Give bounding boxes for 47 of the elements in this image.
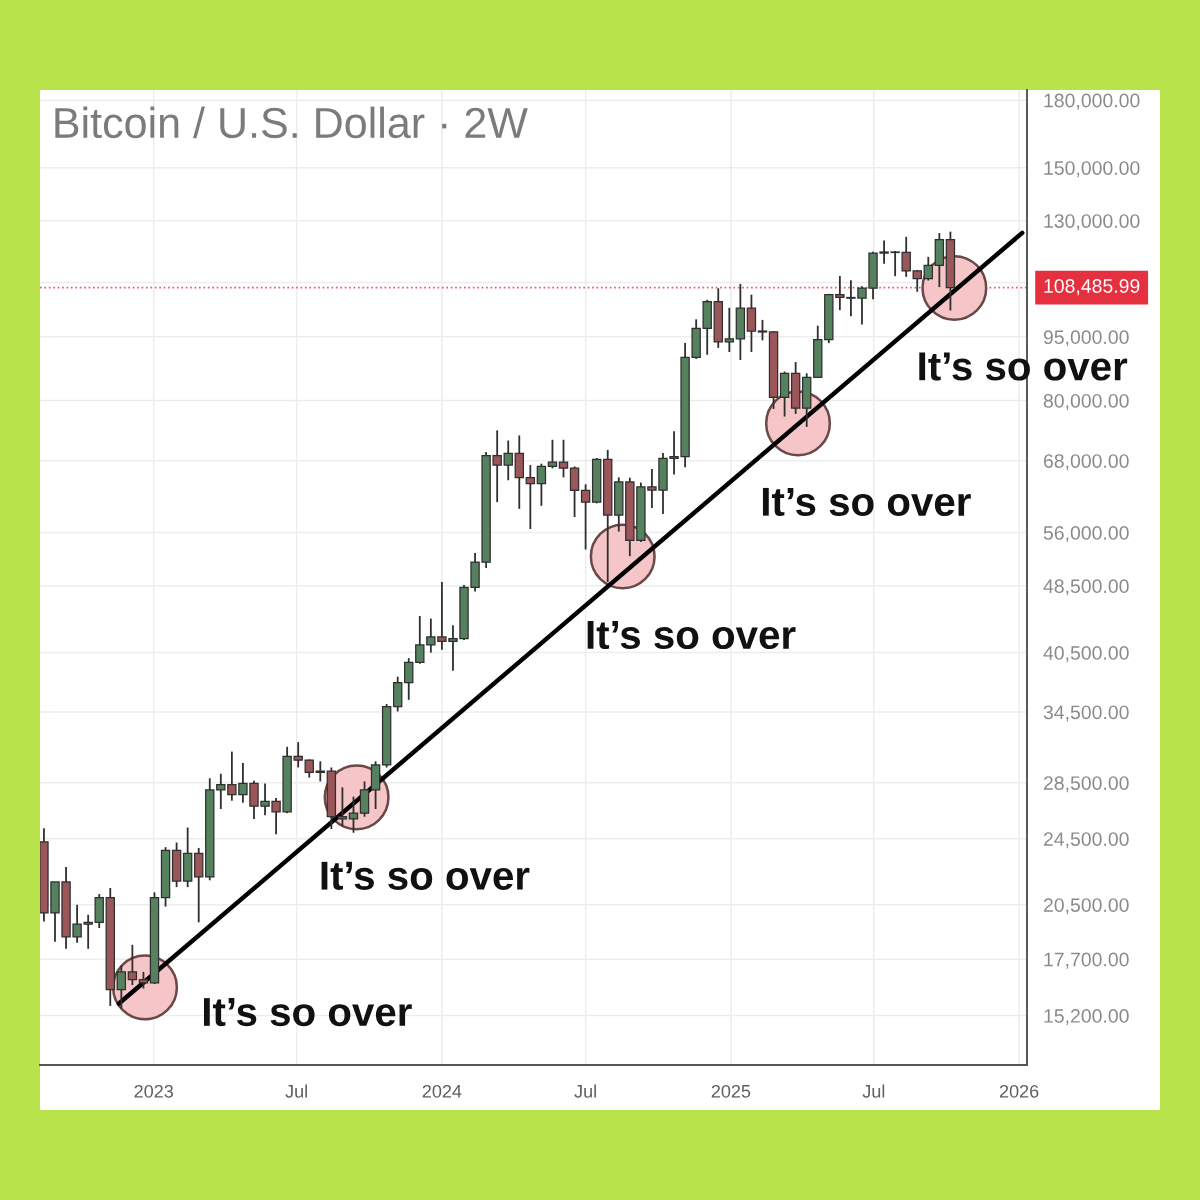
candlestick <box>193 847 204 924</box>
chart-title: Bitcoin / U.S. Dollar · 2W <box>55 106 528 139</box>
x-tick-label: 2026 <box>999 1084 1039 1098</box>
candlestick <box>348 795 359 834</box>
candlestick <box>404 657 414 701</box>
x-tick-label: 2025 <box>711 1084 751 1098</box>
y-tick-label: 80,000.00 <box>1043 393 1129 411</box>
annotation: It’s so over <box>762 487 971 517</box>
annotation: It’s so over <box>321 861 530 890</box>
candlestick <box>304 758 314 779</box>
candlestick <box>724 306 735 353</box>
x-tick-label: Jul <box>285 1084 307 1098</box>
candlestick <box>116 964 127 1010</box>
x-tick-label: 2023 <box>134 1084 173 1098</box>
candlestick <box>337 786 348 828</box>
candlestick <box>779 370 790 418</box>
candlestick <box>580 483 591 551</box>
candlestick <box>525 464 536 530</box>
y-tick-label: 34,500.00 <box>1043 705 1129 722</box>
y-tick-label: 56,000.00 <box>1043 526 1129 543</box>
candlestick <box>923 255 934 282</box>
x-tick-label: Jul <box>574 1084 596 1098</box>
y-tick-label: 150,000.00 <box>1044 161 1140 178</box>
y-tick-label: 28,500.00 <box>1043 776 1129 793</box>
ref-line-label: 108,485.99 <box>1044 279 1140 296</box>
candlestick <box>757 318 768 342</box>
candlestick <box>569 465 580 518</box>
candlestick <box>536 462 547 507</box>
candlestick <box>746 293 757 353</box>
candlestick <box>127 943 138 987</box>
annotation: It’s so over <box>203 998 412 1027</box>
y-tick-label: 20,500.00 <box>1043 898 1129 915</box>
y-tick-label: 130,000.00 <box>1044 214 1140 231</box>
candlestick <box>359 780 370 818</box>
y-tick-label: 15,200.00 <box>1044 1009 1129 1026</box>
y-tick-label: 48,500.00 <box>1043 579 1129 596</box>
x-tick-label: Jul <box>862 1084 885 1098</box>
y-tick-label: 24,500.00 <box>1043 832 1129 849</box>
x-tick-label: 2024 <box>422 1084 462 1098</box>
candlestick <box>547 438 558 470</box>
candlestick <box>558 438 569 479</box>
y-tick-label: 68,000.00 <box>1043 454 1129 471</box>
annotation: It’s so over <box>587 621 796 650</box>
y-tick-label: 95,000.00 <box>1043 330 1129 347</box>
y-tick-label: 180,000.00 <box>1044 93 1140 110</box>
y-tick-label: 40,500.00 <box>1043 646 1129 663</box>
y-tick-label: 17,700.00 <box>1044 952 1129 969</box>
